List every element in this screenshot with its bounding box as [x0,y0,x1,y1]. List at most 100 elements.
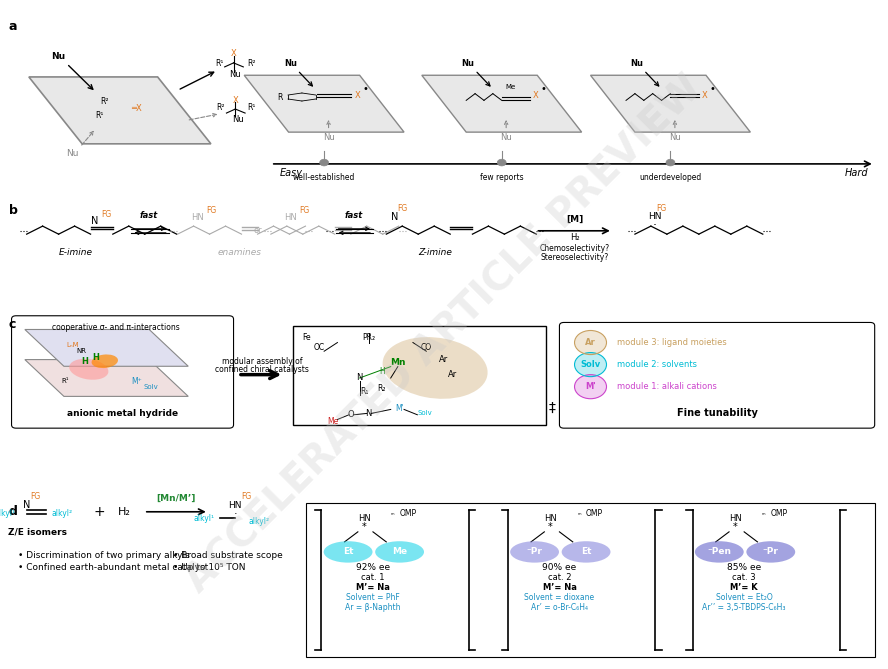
Text: modular assembly of: modular assembly of [222,357,302,366]
Text: Et: Et [581,547,591,557]
Circle shape [320,159,329,166]
Text: Z/E isomers: Z/E isomers [8,527,67,537]
Text: OMP: OMP [771,509,788,518]
Text: CO: CO [421,343,432,353]
Circle shape [575,353,607,377]
Text: Chemoselectivity?: Chemoselectivity? [540,244,609,254]
Text: Nu: Nu [67,149,79,159]
Text: Mn: Mn [390,358,406,367]
Text: Solvent = dioxane: Solvent = dioxane [525,593,594,602]
Text: alkyl²: alkyl² [249,517,270,527]
Text: Nu: Nu [51,52,65,62]
Text: Hard: Hard [844,168,868,177]
Text: *: * [361,522,367,531]
Text: R²: R² [247,59,256,68]
Text: FG: FG [242,492,252,501]
Ellipse shape [323,541,372,563]
Text: fast: fast [140,211,158,220]
Text: PR₂: PR₂ [362,333,375,343]
Ellipse shape [562,541,611,563]
Text: • Up to 10⁵ TON: • Up to 10⁵ TON [173,563,246,572]
Text: ⁻Pr: ⁻Pr [763,547,779,557]
Text: R²: R² [216,102,225,112]
Text: Easy: Easy [280,168,303,177]
Text: Ar: Ar [440,355,448,365]
Text: N: N [91,216,99,225]
Text: X: X [533,91,538,100]
Text: alkyl¹: alkyl¹ [0,509,16,518]
Text: N: N [365,409,372,418]
Text: module 1: alkali cations: module 1: alkali cations [617,382,717,391]
Text: Nu: Nu [322,132,335,142]
Text: H₂: H₂ [570,233,579,242]
Text: Nu: Nu [462,59,474,68]
Circle shape [575,330,607,355]
Text: OMP: OMP [400,509,416,518]
Bar [293,326,546,425]
Ellipse shape [746,541,796,563]
Text: X: X [355,91,361,100]
Text: •: • [710,84,715,94]
Text: N: N [23,500,30,510]
Ellipse shape [91,355,118,368]
Text: •: • [541,84,546,94]
Text: M’= K: M’= K [730,583,758,592]
Text: H₂: H₂ [118,507,131,516]
Text: ═X: ═X [131,104,142,113]
Text: O: O [347,410,354,419]
Text: FG: FG [101,209,112,219]
Text: anionic metal hydride: anionic metal hydride [67,409,178,418]
Text: fast: fast [345,211,362,220]
Text: Solv: Solv [581,360,600,369]
Text: c: c [9,318,16,330]
Text: *: * [548,522,553,531]
Circle shape [497,159,506,166]
Text: Nu: Nu [229,70,242,80]
Text: M': M' [585,382,596,391]
Polygon shape [244,76,404,132]
Text: Nu: Nu [630,59,643,68]
Text: 85% ee: 85% ee [727,563,761,572]
Text: module 2: solvents: module 2: solvents [617,360,697,369]
Text: OMP: OMP [586,509,603,518]
Text: cat. 1: cat. 1 [361,573,385,582]
Text: HN: HN [191,213,203,222]
Text: NR: NR [76,349,87,354]
Text: • Confined earth-abundant metal catalyst: • Confined earth-abundant metal catalyst [18,563,208,572]
Text: R₂: R₂ [377,383,386,393]
Text: FG: FG [30,492,41,501]
Text: Me: Me [505,84,516,90]
Text: [Mn/M’]: [Mn/M’] [156,494,195,503]
Bar [306,503,875,657]
Text: M⁺: M⁺ [131,377,142,386]
Text: HN: HN [729,514,741,523]
Text: Solvent = PhF: Solvent = PhF [346,593,400,602]
Text: ‡: ‡ [549,401,556,415]
Text: HN: HN [544,514,557,523]
Text: R¹: R¹ [247,102,255,112]
FancyBboxPatch shape [12,316,234,428]
Text: ·: · [653,219,656,232]
Text: ACCELERATED ARTICLE PREVIEW: ACCELERATED ARTICLE PREVIEW [178,69,710,600]
Text: Solvent = Et₂O: Solvent = Et₂O [716,593,773,602]
Text: Ar: Ar [448,370,457,379]
Text: ·: · [234,509,237,518]
Text: HN: HN [228,500,242,510]
Circle shape [575,375,607,399]
Text: b: b [9,204,18,217]
Text: ⁻Pr: ⁻Pr [527,547,543,557]
Text: HN: HN [647,212,662,221]
Ellipse shape [375,541,424,563]
Text: FG: FG [397,204,408,213]
Text: Ar’ = o-Br-C₆H₄: Ar’ = o-Br-C₆H₄ [531,603,588,612]
Text: R²: R² [100,97,109,106]
Text: Et: Et [343,547,353,557]
Text: H: H [379,367,385,376]
Text: Nu: Nu [500,132,512,142]
Text: Nu: Nu [284,59,297,68]
Text: confined chiral catalysts: confined chiral catalysts [215,365,309,374]
Text: Fine tunability: Fine tunability [677,409,758,418]
Text: 92% ee: 92% ee [356,563,390,572]
Text: FG: FG [656,204,667,213]
Text: Me: Me [328,417,338,426]
